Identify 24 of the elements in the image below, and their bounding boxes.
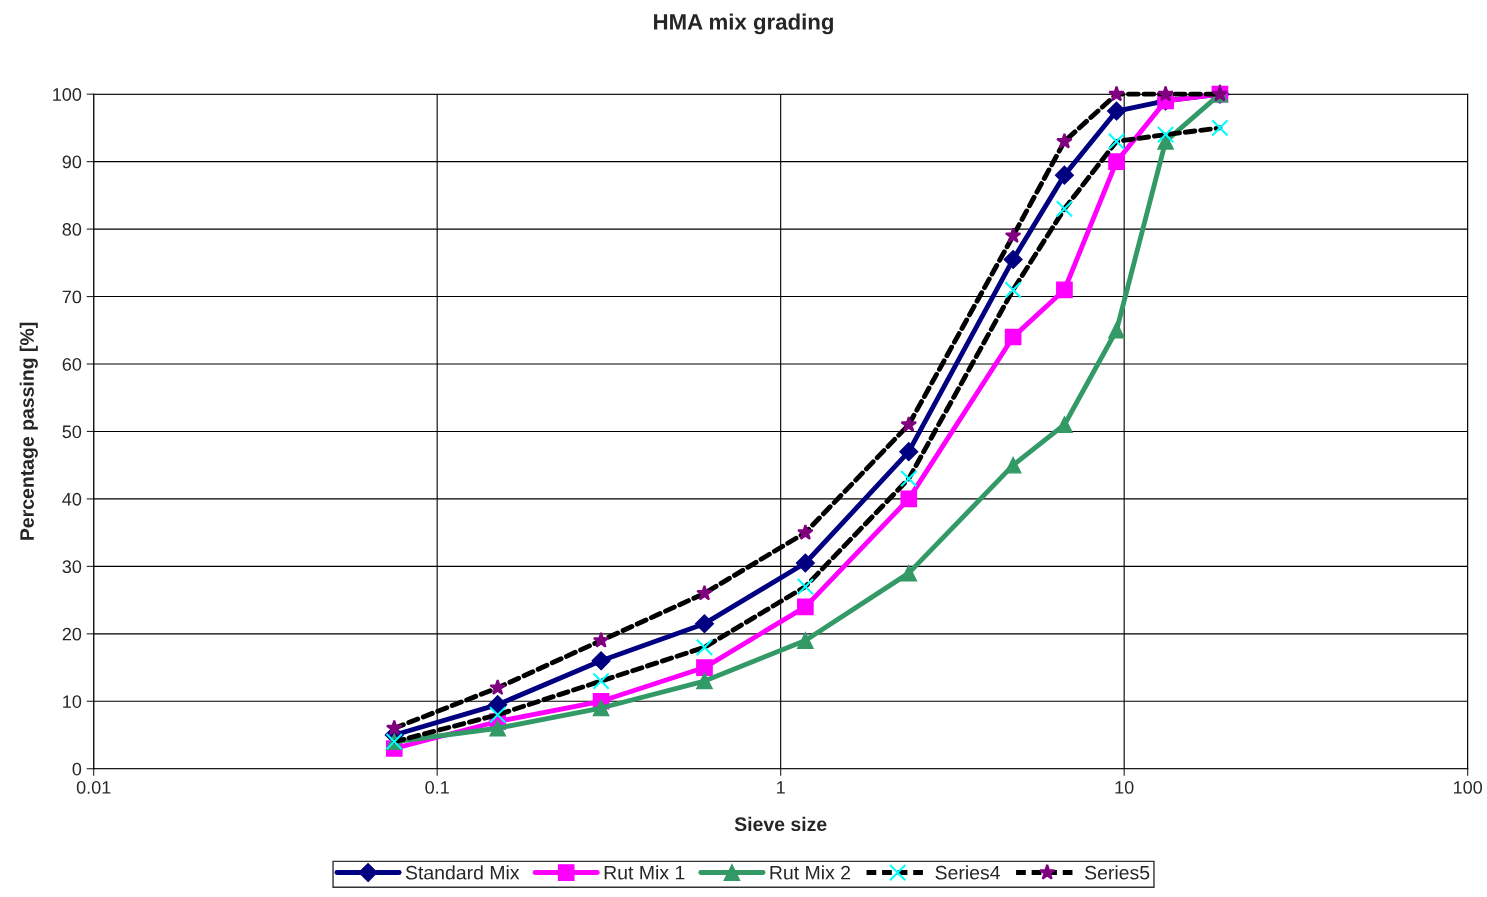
y-tick-label: 80 xyxy=(62,223,82,236)
y-tick-label: 100 xyxy=(53,88,82,101)
y-axis-title: Percentage passing [%] xyxy=(19,322,38,540)
legend-label: Rut Mix 1 xyxy=(604,865,685,880)
x-tick-label: 100 xyxy=(1453,781,1483,794)
legend-label: Standard Mix xyxy=(405,865,520,880)
chart-title: HMA mix grading xyxy=(654,13,833,35)
x-tick-label: 0.1 xyxy=(425,781,449,794)
x-axis-title: Sieve size xyxy=(734,816,827,832)
y-tick-label: 10 xyxy=(63,695,82,708)
y-tick-label: 60 xyxy=(62,357,82,371)
y-tick-label: 90 xyxy=(62,155,82,169)
y-tick-label: 70 xyxy=(62,290,82,304)
legend-label: Rut Mix 2 xyxy=(770,865,851,880)
x-tick-label: 0.01 xyxy=(76,781,111,794)
y-tick-label: 0 xyxy=(72,762,82,776)
x-tick-label: 10 xyxy=(1115,781,1134,794)
x-tick-label: 1 xyxy=(777,781,785,794)
y-tick-label: 40 xyxy=(62,492,82,506)
y-tick-label: 20 xyxy=(62,627,82,641)
legend-label: Series5 xyxy=(1085,865,1150,880)
y-tick-label: 50 xyxy=(62,425,82,439)
legend-label: Series4 xyxy=(935,865,1000,880)
y-tick-label: 30 xyxy=(62,560,82,574)
